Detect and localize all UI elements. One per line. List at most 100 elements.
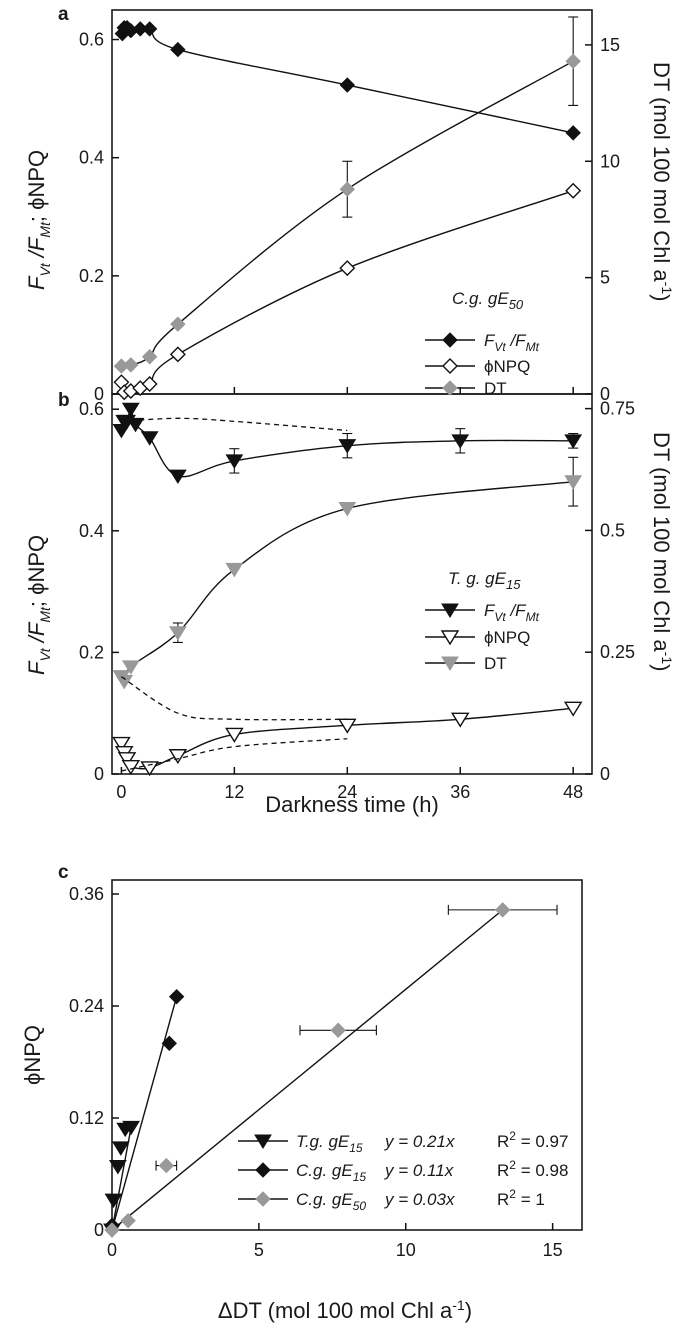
panel-b-ytick-left-label: 0.6: [79, 399, 104, 419]
panel-a-ytick-right-label: 15: [600, 35, 620, 55]
legend-a-dt: DT: [484, 379, 507, 398]
legend-b-dt: DT: [484, 654, 507, 673]
panel-a-ylabel-left: FVt /FMt; ϕNPQ: [24, 150, 53, 290]
panel-b-frame: [111, 393, 593, 775]
panel-a-ytick-right-label: 10: [600, 151, 620, 171]
panel-b-series-1-line: [120, 707, 574, 770]
legend-c1-r-val: = 0.97: [516, 1132, 568, 1151]
leg-fv: F: [484, 601, 496, 620]
panel-a-series-1-point: [339, 260, 356, 277]
leg-fv-sub2: Mt: [526, 610, 540, 624]
legend-c2-r-sup: 2: [509, 1158, 516, 1172]
fv-letter: F: [24, 660, 49, 675]
panel-c-series-0-point: [122, 1120, 140, 1136]
panel-c-series-0-point: [104, 1193, 123, 1209]
panel-b-legend: T. g. gE15 FVt /FMt ϕNPQ DT: [425, 569, 540, 673]
panel-a-series-1-point: [141, 375, 158, 392]
legend-a-title: C.g. gE50: [452, 289, 524, 312]
legend-c3-r2: R2 = 1: [497, 1187, 545, 1209]
dt-close: ): [649, 294, 674, 301]
panel-b-dashed-fit-2: [121, 738, 348, 772]
legend-b-npq-triangle-icon: [440, 630, 460, 646]
panel-b-series-0-point: [121, 402, 140, 418]
panel-c-series-2-point: [104, 1222, 120, 1238]
fv-sub: Vt: [37, 262, 53, 276]
panel-b-ytick-right-label: 0.5: [600, 520, 625, 540]
legend-c2-r2: R2 = 0.98: [497, 1158, 568, 1180]
panel-b-ytick-left-label: 0.4: [79, 521, 104, 541]
legend-a-fv: FVt /FMt: [484, 331, 540, 354]
legend-c3-r-sup: 2: [509, 1187, 516, 1201]
panel-a-ytick-left-label: 0: [94, 384, 104, 404]
legend-b-npq: ϕNPQ: [484, 628, 530, 647]
panel-c-series-1-point: [168, 988, 185, 1005]
panel-c-ytick-label: 0.12: [69, 1108, 104, 1128]
panel-b-series-1-point: [121, 760, 141, 776]
legend-c1-r2: R2 = 0.97: [497, 1129, 568, 1151]
panel-a-letter: a: [58, 4, 69, 25]
panel-b-xtick-label: 48: [563, 782, 583, 802]
panel-a-ytick-left-label: 0.6: [79, 30, 104, 50]
panel-c-series-0-point: [108, 1160, 127, 1175]
panel-b-xlabel: Darkness time (h): [265, 792, 439, 817]
panel-b-series-2-point: [121, 660, 140, 675]
panel-a-series-2-point: [565, 53, 581, 69]
ddt-text: ΔDT (mol 100 mol Chl a: [218, 1298, 453, 1323]
panel-b-letter: b: [58, 390, 70, 411]
legend-c3-diamond-icon: [255, 1191, 271, 1207]
legend-c2-r-val: = 0.98: [516, 1161, 568, 1180]
panel-a-series-0-point: [339, 77, 356, 93]
legend-c3-r: R: [497, 1190, 509, 1209]
panel-b-ytick-left-label: 0: [94, 764, 104, 784]
panel-b-series-0-point: [225, 454, 244, 469]
legend-b-title-text: T. g. gE: [448, 569, 507, 588]
panel-b-dashed-fit-1: [121, 676, 348, 721]
leg-fv: F: [484, 331, 496, 350]
panel-c-series-1-point: [161, 1035, 177, 1052]
legend-a-title-text: C.g. gE: [452, 289, 509, 308]
panel-a-ytick-right-label: 5: [600, 268, 610, 288]
panel-a-series-0-point: [565, 125, 581, 141]
panel-c-series-1-fit: [111, 996, 178, 1231]
panel-c-xlabel: ΔDT (mol 100 mol Chl a-1): [218, 1297, 472, 1323]
panel-b-plot: 0 0.2 0.4 0.6 0 0.25 0.5 0.75 0 12 24 36 48: [79, 399, 635, 802]
panel-c-plot: 0 0.12 0.24 0.36 0 5 10 15: [69, 884, 563, 1260]
legend-a-title-sub: 50: [509, 297, 524, 312]
panel-b-series-2-point: [225, 562, 244, 578]
panel-a-series-2-point: [141, 349, 158, 365]
ddt-sup: -1: [452, 1297, 465, 1313]
npq-part: ; ϕNPQ: [24, 150, 49, 222]
legend-a-npq-diamond-icon: [442, 358, 458, 374]
panel-a-series-0-point: [141, 21, 158, 37]
panel-c-series-0-fit: [111, 1127, 132, 1231]
legend-c1-eq: y = 0.21x: [384, 1132, 455, 1151]
legend-b-title-sub: 15: [506, 577, 521, 592]
panel-b-ylabel-right: DT (mol 100 mol Chl a-1): [649, 432, 675, 671]
legend-c3-eq: y = 0.03x: [384, 1190, 455, 1209]
panel-c-series-2-point: [494, 902, 511, 918]
panel-a-plot: 0 0.2 0.4 0.6 0 5 10 15: [79, 16, 620, 404]
legend-c2-name-text: C.g. gE: [296, 1161, 353, 1180]
panel-b-series-1-point: [450, 712, 470, 728]
leg-fv-mid: /F: [506, 601, 527, 620]
legend-b-dt-triangle-icon: [441, 656, 459, 671]
fm-sub: Mt: [37, 221, 53, 238]
panel-c-series-2-fit: [111, 909, 504, 1231]
panel-a-ytick-left-label: 0.2: [79, 266, 104, 286]
panel-b-ytick-left-label: 0.2: [79, 642, 104, 662]
panel-b-series-2-point: [168, 626, 187, 641]
panel-b-series-0-point: [168, 469, 187, 485]
panel-b-ylabel-left: FVt /FMt; ϕNPQ: [24, 535, 53, 675]
panel-b-series-1-point: [112, 736, 131, 752]
panel-c-xtick-label: 15: [543, 1240, 563, 1260]
panel-a-series-2-point: [339, 181, 356, 197]
panel-c-ytick-label: 0: [94, 1220, 104, 1240]
dt-sup: -1: [659, 652, 675, 665]
leg-fv-sub: Vt: [494, 610, 506, 624]
dt-sup: -1: [659, 282, 675, 295]
panel-b-xtick-label: 0: [116, 782, 126, 802]
panel-c-letter: c: [58, 862, 69, 883]
panel-c-series-2-point: [158, 1157, 175, 1174]
panel-b-ytick-right-label: 0.25: [600, 642, 635, 662]
legend-c2-sub: 15: [353, 1170, 367, 1184]
